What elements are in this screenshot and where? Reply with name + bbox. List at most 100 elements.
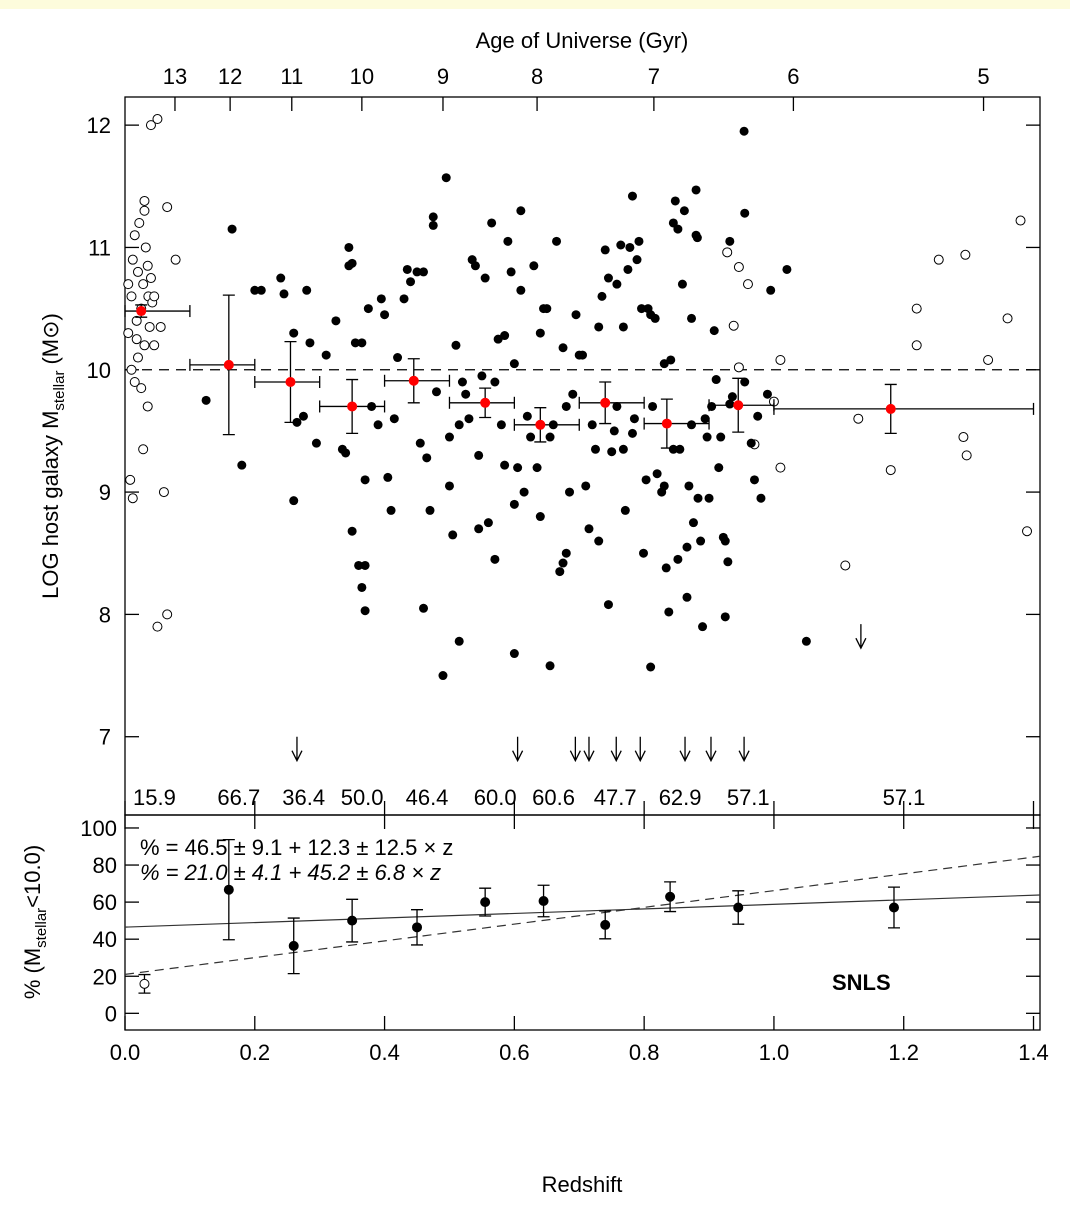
y-tick-label: 12 xyxy=(87,113,111,138)
filled-point xyxy=(620,505,630,515)
upper-limit xyxy=(583,736,595,763)
filled-point xyxy=(670,196,680,206)
x-tick-label: 0.4 xyxy=(369,1040,400,1065)
filled-point xyxy=(558,343,568,353)
filled-point xyxy=(496,420,506,430)
x-axis-title: Redshift xyxy=(542,1172,623,1197)
open-point xyxy=(144,321,155,332)
open-point xyxy=(125,474,136,485)
filled-point xyxy=(740,208,750,218)
filled-point xyxy=(714,463,724,473)
filled-point xyxy=(578,350,587,360)
open-point xyxy=(742,279,753,290)
filled-point xyxy=(682,592,692,602)
filled-point xyxy=(555,567,565,577)
open-point xyxy=(142,401,153,412)
y-title-main: LOG host galaxy M xyxy=(38,411,63,599)
open-point xyxy=(983,354,994,365)
bin-point xyxy=(223,359,234,370)
bin-point xyxy=(733,400,744,411)
filled-point xyxy=(700,414,710,424)
filled-point xyxy=(519,487,529,497)
filled-point xyxy=(600,245,610,255)
filled-point xyxy=(801,636,811,646)
upper-limit xyxy=(705,736,717,763)
filled-point xyxy=(665,891,676,902)
top-tick-label: 5 xyxy=(977,64,989,89)
filled-point xyxy=(637,304,647,314)
filled-point xyxy=(386,505,396,515)
open-point xyxy=(136,383,147,394)
filled-point xyxy=(782,264,792,274)
bin-percent-label: 47.7 xyxy=(594,785,637,810)
filled-point xyxy=(363,304,373,314)
filled-point xyxy=(733,902,744,913)
filled-point xyxy=(509,649,519,659)
open-point xyxy=(138,444,149,455)
filled-point xyxy=(276,273,286,283)
filled-point xyxy=(565,487,575,497)
filled-point xyxy=(201,395,211,405)
upper-limit xyxy=(512,736,524,763)
filled-point xyxy=(399,294,409,304)
filled-point xyxy=(461,389,471,399)
filled-point xyxy=(725,236,735,246)
filled-point xyxy=(558,558,568,568)
open-point xyxy=(129,230,140,241)
y-tick-label: 20 xyxy=(93,964,117,989)
filled-point xyxy=(888,902,899,913)
filled-point xyxy=(360,560,370,570)
open-point xyxy=(162,202,173,213)
top-frame xyxy=(124,96,1041,816)
filled-point xyxy=(454,420,464,430)
filled-point xyxy=(516,206,526,216)
filled-point xyxy=(603,600,613,610)
filled-point xyxy=(739,126,749,136)
filled-point xyxy=(464,414,474,424)
filled-point xyxy=(627,191,637,201)
bin-percent-label: 46.4 xyxy=(406,785,449,810)
filled-point xyxy=(627,428,637,438)
filled-point xyxy=(474,524,484,534)
open-point xyxy=(1015,215,1026,226)
bin-percent-label: 60.6 xyxy=(532,785,575,810)
open-point xyxy=(840,560,851,571)
filled-point xyxy=(704,493,714,503)
x-tick-label: 0.0 xyxy=(110,1040,141,1065)
filled-point xyxy=(740,377,750,387)
filled-point xyxy=(561,401,571,411)
filled-point xyxy=(406,277,416,287)
filled-point xyxy=(350,338,360,348)
bin-percent-label: 15.9 xyxy=(133,785,176,810)
upper-limit xyxy=(679,736,691,763)
y-title-unit: (M⊙) xyxy=(38,313,63,364)
bin-point xyxy=(480,397,491,408)
x-tick-label: 1.2 xyxy=(888,1040,919,1065)
upper-limit xyxy=(855,624,867,650)
filled-point xyxy=(376,294,386,304)
bin-point xyxy=(136,306,147,317)
open-point xyxy=(958,432,969,443)
filled-point xyxy=(509,359,519,369)
filled-point xyxy=(428,212,438,222)
filled-point xyxy=(616,240,626,250)
filled-point xyxy=(639,548,648,558)
filled-point xyxy=(289,496,299,506)
filled-point xyxy=(529,261,539,271)
filled-point xyxy=(425,505,435,515)
filled-point xyxy=(347,526,357,536)
filled-point xyxy=(357,582,367,592)
filled-point xyxy=(279,289,289,299)
fit-line xyxy=(124,894,1041,928)
filled-point xyxy=(256,285,266,295)
filled-point xyxy=(347,258,357,268)
bin-point xyxy=(885,403,896,414)
filled-point xyxy=(623,264,633,274)
open-point xyxy=(170,254,181,265)
filled-point xyxy=(419,603,429,613)
y-tick-label: 9 xyxy=(99,480,111,505)
filled-point xyxy=(687,420,697,430)
filled-point xyxy=(696,536,706,546)
filled-point xyxy=(568,389,578,399)
filled-point xyxy=(545,432,555,442)
